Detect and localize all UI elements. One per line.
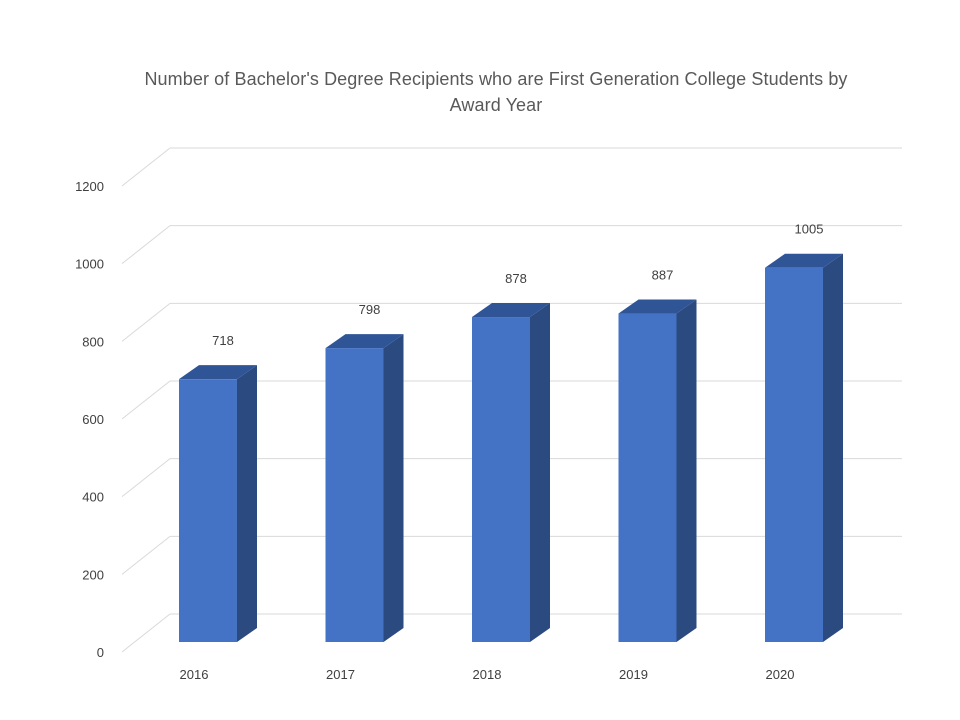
bar [179,365,257,642]
x-tick-label: 2018 [473,667,502,682]
bar-top [179,365,257,380]
bars [179,253,843,642]
bar-front [765,267,823,642]
data-label: 878 [505,271,527,286]
bar-side [676,299,697,642]
bar-side [237,365,257,642]
gridline-depth [121,302,171,342]
bar [765,253,843,642]
data-labels: 718 798 878 887 1005 [212,222,823,348]
bar-top [325,334,404,349]
data-label: 718 [212,333,234,348]
x-tick-label: 2019 [619,667,648,682]
x-tick-label: 2017 [326,667,355,682]
y-tick-label: 600 [82,412,104,427]
bar [325,334,404,642]
bar-side [823,253,843,642]
y-tick-label: 0 [97,645,104,660]
bar-front [325,348,384,642]
x-tick-label: 2016 [180,667,209,682]
bar-front [179,379,237,642]
gridline-depth [121,613,171,653]
y-tick-label: 400 [82,490,104,505]
bar-side [383,334,404,642]
x-tick-label: 2020 [766,667,795,682]
gridline-depth [121,380,171,420]
data-label: 798 [359,302,381,317]
y-tick-label: 200 [82,567,104,582]
gridline-depth [121,458,171,498]
gridline-depth [121,225,171,265]
bar [472,303,550,642]
chart-title: Number of Bachelor's Degree Recipients w… [144,69,848,115]
gridline-depth [121,147,171,187]
y-tick-label: 1000 [75,257,104,272]
bar-top [472,303,550,318]
bar [618,299,697,642]
x-axis-ticks: 2016 2017 2018 2019 2020 [180,667,795,682]
data-label: 1005 [795,222,824,237]
bar-front [618,313,677,642]
bar-top [618,299,697,314]
y-tick-label: 1200 [75,179,104,194]
y-tick-label: 800 [82,334,104,349]
data-label: 887 [652,268,674,283]
gridline-depth [121,535,171,575]
bar-front [472,317,530,642]
bar-side [530,303,550,642]
bar-top [765,253,843,268]
y-axis-ticks: 0 200 400 600 800 1000 1200 [75,179,104,660]
